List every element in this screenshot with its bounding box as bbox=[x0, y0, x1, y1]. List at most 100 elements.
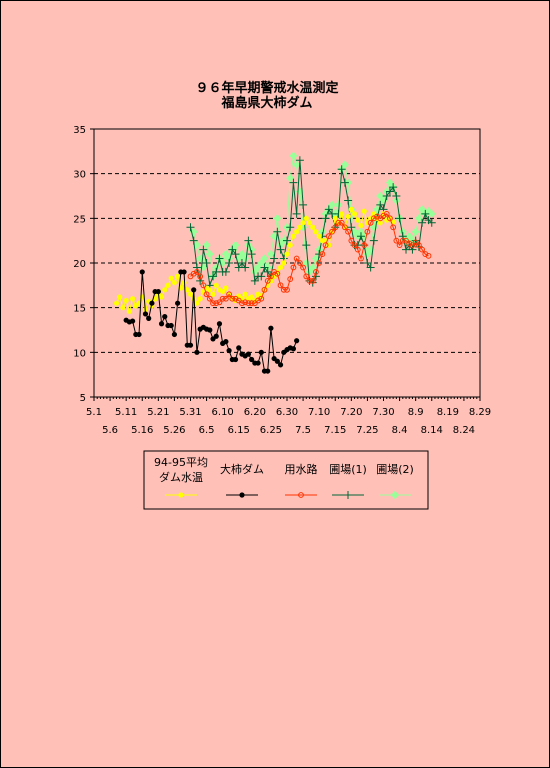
data-point-dam bbox=[130, 318, 136, 324]
data-point-canal bbox=[203, 291, 210, 298]
data-point-avg bbox=[277, 264, 284, 271]
data-point-avg bbox=[213, 282, 219, 288]
data-point-canal bbox=[396, 242, 403, 249]
x-tick-label-top: 7.30 bbox=[372, 407, 394, 418]
data-point-field1 bbox=[395, 214, 404, 223]
data-point-avg bbox=[358, 222, 364, 229]
data-point-field1 bbox=[237, 259, 246, 267]
data-point-field1 bbox=[228, 245, 237, 254]
data-point-avg bbox=[162, 287, 168, 293]
data-point-canal bbox=[425, 252, 432, 259]
data-point-dam bbox=[175, 300, 181, 306]
data-point-dam bbox=[171, 331, 178, 338]
data-point-avg bbox=[345, 213, 351, 220]
data-point-dam bbox=[142, 311, 149, 317]
data-point-field2 bbox=[327, 200, 337, 209]
data-point-canal bbox=[200, 282, 207, 289]
x-tick-label-top: 7.10 bbox=[308, 407, 330, 418]
data-point-canal bbox=[325, 233, 332, 240]
legend-label: ダム水温 bbox=[159, 470, 203, 484]
data-point-field1 bbox=[286, 223, 295, 232]
y-tick-label: 15 bbox=[73, 304, 86, 315]
data-point-avg bbox=[294, 229, 300, 235]
data-point-canal bbox=[194, 269, 200, 275]
data-point-avg bbox=[332, 215, 338, 221]
data-point-canal bbox=[354, 246, 361, 253]
y-tick-label: 10 bbox=[73, 348, 86, 359]
data-point-field1 bbox=[215, 254, 224, 263]
data-point-avg bbox=[339, 211, 345, 217]
x-tick-label-top: 7.20 bbox=[340, 407, 362, 418]
data-point-dam bbox=[139, 269, 145, 275]
data-point-field2 bbox=[253, 263, 263, 272]
data-point-canal bbox=[309, 277, 316, 284]
x-tick-label-bottom: 7.5 bbox=[295, 425, 311, 436]
data-point-field1 bbox=[356, 232, 365, 241]
data-point-canal bbox=[222, 295, 229, 302]
legend-marker bbox=[344, 491, 352, 499]
data-point-canal bbox=[345, 228, 352, 235]
data-point-canal bbox=[268, 273, 274, 280]
data-point-field1 bbox=[311, 272, 320, 281]
data-point-canal bbox=[210, 300, 216, 307]
data-point-canal bbox=[332, 224, 339, 231]
data-point-canal bbox=[306, 277, 313, 284]
data-point-field1 bbox=[276, 245, 285, 254]
data-point-dam bbox=[216, 321, 223, 327]
series-layer bbox=[113, 151, 436, 374]
data-point-canal bbox=[419, 246, 426, 253]
x-tick-label-top: 5.31 bbox=[179, 407, 201, 418]
data-point-canal bbox=[197, 273, 204, 280]
data-point-canal bbox=[348, 237, 355, 244]
data-point-avg bbox=[284, 251, 290, 257]
legend-label: 圃場(1) bbox=[329, 463, 367, 476]
data-point-canal bbox=[399, 237, 406, 244]
data-point-canal bbox=[387, 215, 393, 222]
data-point-field1 bbox=[376, 200, 385, 209]
data-point-canal bbox=[319, 251, 326, 257]
x-tick-label-top: 5.11 bbox=[115, 407, 137, 418]
x-tick-label-top: 5.1 bbox=[86, 407, 102, 418]
data-point-field2 bbox=[286, 174, 295, 183]
data-point-field1 bbox=[199, 245, 208, 254]
legend-marker bbox=[178, 492, 184, 498]
data-point-avg bbox=[194, 300, 200, 306]
data-point-canal bbox=[206, 295, 213, 302]
data-point-field1 bbox=[392, 192, 401, 200]
data-point-canal bbox=[261, 286, 268, 293]
data-point-dam bbox=[136, 331, 142, 338]
data-point-avg bbox=[175, 273, 181, 279]
data-point-avg bbox=[377, 220, 383, 226]
data-point-canal bbox=[242, 299, 249, 306]
data-point-canal bbox=[290, 264, 297, 271]
data-point-canal bbox=[303, 273, 310, 280]
data-point-field2 bbox=[411, 227, 420, 236]
data-point-field1 bbox=[389, 183, 398, 192]
data-point-canal bbox=[213, 300, 220, 307]
data-point-canal bbox=[367, 219, 374, 226]
data-point-avg bbox=[287, 242, 293, 248]
data-point-avg bbox=[348, 206, 354, 212]
data-point-dam bbox=[255, 360, 261, 366]
data-point-field2 bbox=[205, 250, 214, 259]
legend-label: 94-95平均 bbox=[154, 456, 208, 469]
data-point-canal bbox=[216, 299, 223, 306]
x-tick-label-bottom: 7.25 bbox=[356, 425, 378, 436]
data-point-field1 bbox=[257, 272, 266, 281]
y-axis: 5 10 15 20 25 30 35 bbox=[73, 125, 94, 404]
data-point-dam bbox=[249, 356, 255, 363]
data-point-field2 bbox=[305, 267, 314, 276]
data-point-dam bbox=[232, 356, 239, 363]
data-point-canal bbox=[248, 300, 255, 307]
data-point-canal bbox=[245, 300, 252, 307]
x-tick-label-top: 6.30 bbox=[276, 407, 298, 418]
data-point-field2 bbox=[192, 241, 201, 250]
data-point-field1 bbox=[231, 250, 240, 259]
y-tick-label: 20 bbox=[73, 259, 86, 270]
legend-box bbox=[143, 450, 429, 510]
data-point-avg bbox=[210, 291, 216, 297]
legend-label: 圃場(2) bbox=[376, 463, 414, 476]
y-tick-label: 30 bbox=[73, 170, 86, 181]
data-point-avg bbox=[207, 287, 213, 293]
